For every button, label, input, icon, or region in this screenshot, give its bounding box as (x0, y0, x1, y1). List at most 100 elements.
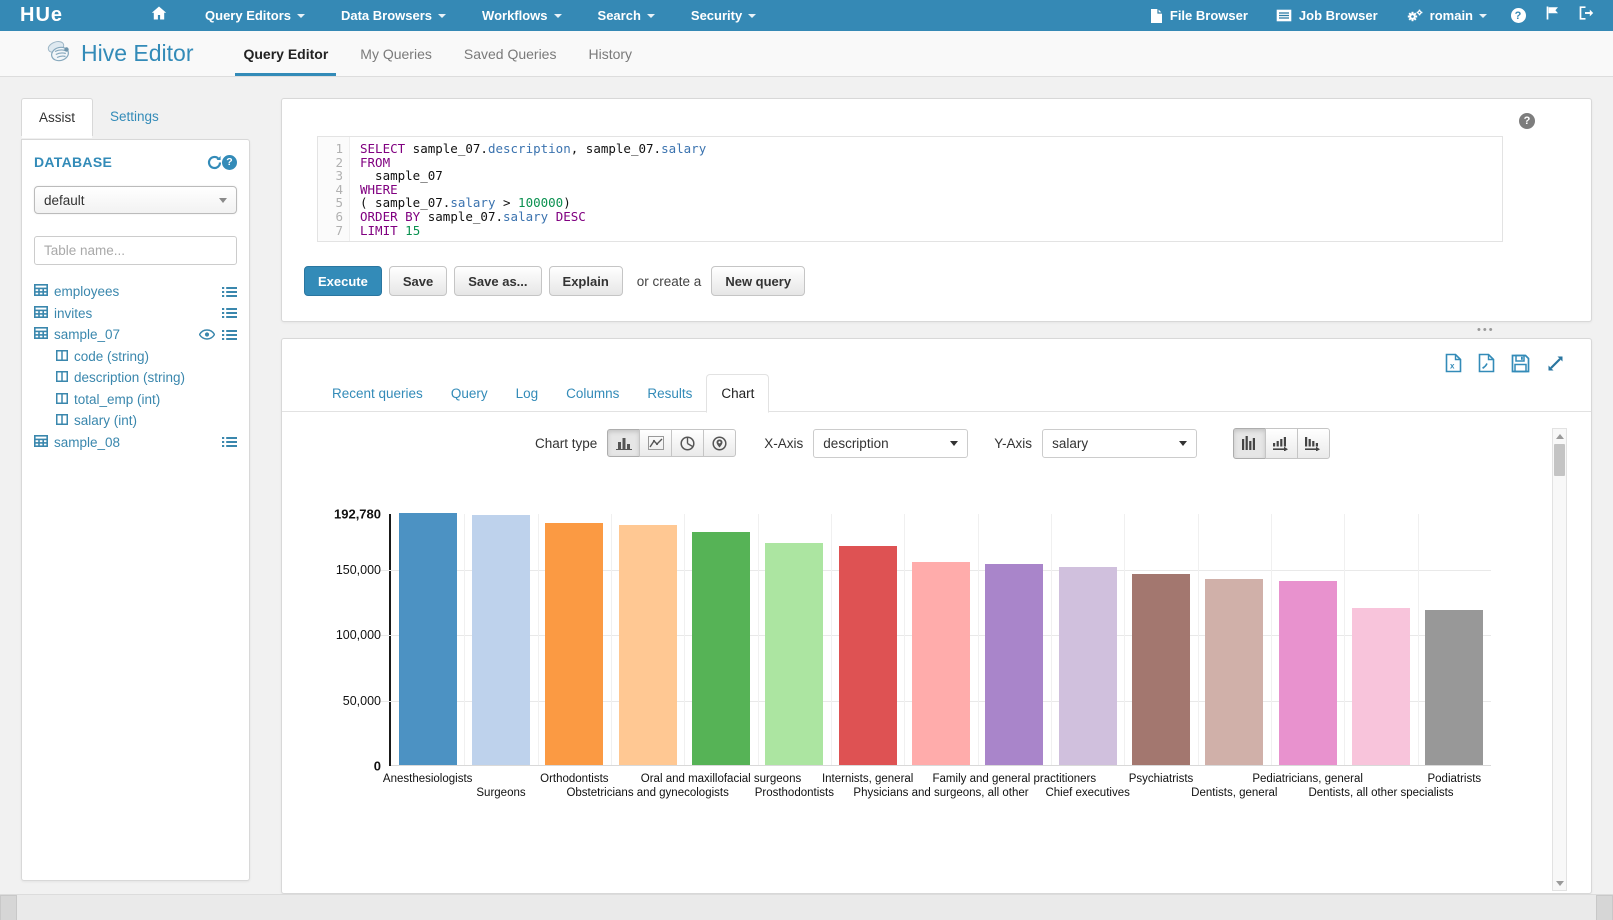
nav-item-file-browser[interactable]: File Browser (1136, 0, 1262, 31)
table-row[interactable]: sample_07 (34, 324, 237, 346)
chart-scrollbar[interactable] (1552, 428, 1567, 891)
table-filter-input[interactable] (34, 236, 237, 265)
menu-icon[interactable] (222, 286, 237, 298)
tab-chart[interactable]: Chart (706, 374, 770, 413)
app-title[interactable]: Hive Editor (46, 39, 193, 69)
tab-history[interactable]: History (588, 45, 633, 62)
save-as-button[interactable]: Save as... (454, 266, 542, 296)
tab-recent-queries[interactable]: Recent queries (332, 386, 423, 401)
column-item[interactable]: code (string) (34, 346, 237, 368)
help-button[interactable]: ? (1501, 0, 1535, 31)
tab-results[interactable]: Results (647, 386, 693, 401)
menu-icon[interactable] (222, 436, 237, 448)
chart-type-lines-button[interactable] (639, 429, 673, 457)
chart-bar[interactable] (398, 513, 457, 765)
scrollbar-thumb[interactable] (1554, 444, 1565, 476)
scroll-down-icon[interactable] (1553, 876, 1566, 890)
x-category-label: Physicians and surgeons, all other (853, 787, 1029, 799)
save-icon[interactable] (1511, 354, 1530, 373)
nav-item-search[interactable]: Search (580, 0, 673, 31)
chart-bar[interactable] (472, 514, 530, 765)
sort-asc-button[interactable] (1265, 427, 1299, 459)
column-item[interactable]: description (string) (34, 367, 237, 389)
scroll-left-button[interactable] (0, 895, 17, 920)
sort-none-button[interactable] (1233, 427, 1267, 459)
chart-bar[interactable] (1425, 610, 1484, 765)
table-row[interactable]: invites (34, 303, 237, 325)
assist-panel: DATABASE ? default employees invites sampl… (21, 139, 250, 881)
code-line: WHERE (360, 182, 706, 197)
nav-item-job-browser[interactable]: Job Browser (1262, 0, 1392, 31)
tab-query[interactable]: Query (450, 386, 488, 401)
x-category-label: Psychiatrists (1128, 773, 1194, 785)
table-row[interactable]: employees (34, 281, 237, 303)
chart-bar[interactable] (838, 546, 897, 765)
download-csv-icon[interactable] (1478, 353, 1495, 373)
nav-item-romain[interactable]: romain (1392, 0, 1501, 31)
x-category-label: Obstetricians and gynecologists (566, 787, 729, 799)
nav-item-workflows[interactable]: Workflows (464, 0, 580, 31)
code-token-pl: sample_07. (420, 208, 504, 224)
main-menu: Query Editors Data Browsers Workflows Searc… (187, 0, 774, 31)
explain-button[interactable]: Explain (548, 266, 623, 296)
scroll-up-icon[interactable] (1553, 429, 1566, 443)
flag-button[interactable] (1535, 0, 1569, 31)
refresh-icon[interactable] (207, 155, 222, 170)
tab-columns[interactable]: Columns (566, 386, 620, 401)
save-button[interactable]: Save (388, 266, 448, 296)
tab-settings[interactable]: Settings (110, 109, 159, 124)
column-item[interactable]: salary (int) (34, 410, 237, 432)
query-help-icon[interactable]: ? (1519, 113, 1535, 129)
chart-bar[interactable] (1132, 573, 1190, 765)
assist-help-icon[interactable]: ? (222, 154, 237, 170)
tab-my-queries[interactable]: My Queries (360, 45, 432, 62)
chart-type-pie-button[interactable] (671, 429, 705, 457)
nav-item-security[interactable]: Security (673, 0, 774, 31)
code-token-attr: salary (503, 208, 549, 224)
code-token-pl: sample_07 (360, 168, 443, 184)
line-number: 4 (335, 181, 343, 197)
chart-bar[interactable] (1058, 567, 1117, 765)
chart-type-bars-button[interactable] (607, 429, 641, 457)
chart-bar[interactable] (985, 564, 1044, 765)
logout-icon (1579, 6, 1594, 25)
y-axis-select[interactable]: salary (1042, 428, 1198, 458)
x-axis-select[interactable]: description (813, 428, 969, 458)
download-xls-icon[interactable]: x (1445, 353, 1462, 373)
menu-icon[interactable] (222, 307, 237, 319)
execute-button[interactable]: Execute (304, 266, 382, 296)
chart-type-map-button[interactable] (703, 429, 737, 457)
tab-query-editor[interactable]: Query Editor (227, 31, 344, 76)
column-item[interactable]: total_emp (int) (34, 389, 237, 411)
chart-bar[interactable] (765, 543, 824, 765)
chevron-down-icon (1179, 440, 1188, 446)
chart-bar[interactable] (912, 562, 970, 765)
menu-icon[interactable] (222, 329, 237, 341)
chart-bar[interactable] (1352, 607, 1410, 765)
nav-item-query-editors[interactable]: Query Editors (187, 0, 323, 31)
tab-log[interactable]: Log (515, 386, 539, 401)
panel-resizer[interactable]: ••• (281, 322, 1592, 338)
tab-assist[interactable]: Assist (21, 98, 94, 138)
chart-bar[interactable] (545, 522, 604, 765)
home-button[interactable] (151, 6, 167, 25)
sort-desc-button[interactable] (1297, 427, 1331, 459)
nav-item-data-browsers[interactable]: Data Browsers (323, 0, 464, 31)
chart-bar[interactable] (1278, 581, 1337, 765)
hue-logo[interactable]: HUe (20, 4, 64, 26)
database-select[interactable]: default (34, 186, 237, 214)
tab-saved-queries[interactable]: Saved Queries (463, 45, 557, 62)
fullscreen-icon[interactable] (1546, 354, 1565, 373)
chart-bar[interactable] (692, 531, 750, 765)
new-query-button[interactable]: New query (711, 266, 806, 296)
column-name: description (string) (74, 370, 186, 386)
chart-bar[interactable] (1205, 579, 1264, 765)
chart-bar[interactable] (618, 525, 677, 765)
eye-icon[interactable] (199, 329, 215, 340)
table-row[interactable]: sample_08 (34, 432, 237, 454)
scroll-right-button[interactable] (1596, 895, 1613, 920)
horizontal-scrollbar[interactable] (0, 894, 1613, 920)
code-line: SELECT sample_07.description, sample_07.… (360, 142, 706, 156)
logout-button[interactable] (1569, 0, 1603, 31)
